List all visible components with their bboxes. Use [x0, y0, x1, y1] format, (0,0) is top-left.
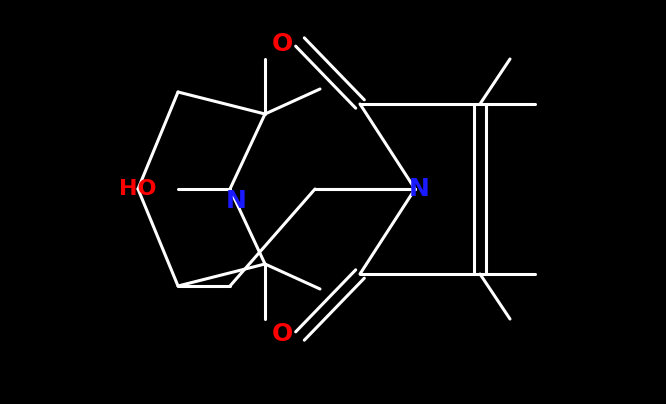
Text: N: N: [226, 189, 246, 213]
Text: HO: HO: [119, 179, 157, 199]
Text: O: O: [271, 322, 292, 346]
Text: O: O: [271, 32, 292, 56]
Text: N: N: [408, 177, 430, 201]
